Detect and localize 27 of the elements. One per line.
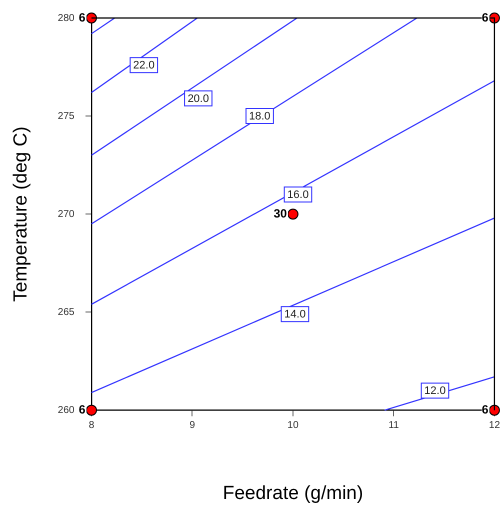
- point: [86, 12, 97, 24]
- point: [86, 404, 97, 416]
- annotation: 12.0: [424, 385, 446, 398]
- y-tick-label: 260: [58, 404, 75, 416]
- y-tick-label: 275: [58, 110, 75, 122]
- annotation: 6: [482, 402, 489, 417]
- x-tick-label: 11: [388, 420, 400, 431]
- annotation: 6: [78, 10, 86, 24]
- x-axis-title: Feedrate (g/min): [222, 482, 364, 504]
- y-tick-label: 270: [58, 208, 75, 220]
- point: [488, 404, 500, 416]
- annotation: 18.0: [249, 110, 270, 123]
- y-tick-label: 280: [58, 12, 75, 24]
- x-tick-label: 12: [488, 420, 500, 431]
- x-tick-label: 10: [287, 420, 299, 431]
- annotation: 22.0: [133, 60, 155, 72]
- annotation: 6: [78, 402, 86, 417]
- x-tick-label: 8: [88, 420, 95, 431]
- x-tick-label: 9: [189, 420, 196, 431]
- annotation: 20.0: [188, 92, 209, 105]
- annotation: 30: [274, 206, 288, 220]
- annotation: 16.0: [287, 189, 309, 202]
- y-tick-label: 265: [58, 306, 75, 318]
- point: [287, 208, 298, 220]
- annotation: 14.0: [284, 308, 306, 321]
- y-axis-title: Temperature (deg C): [10, 126, 32, 302]
- annotation: 6: [482, 10, 489, 24]
